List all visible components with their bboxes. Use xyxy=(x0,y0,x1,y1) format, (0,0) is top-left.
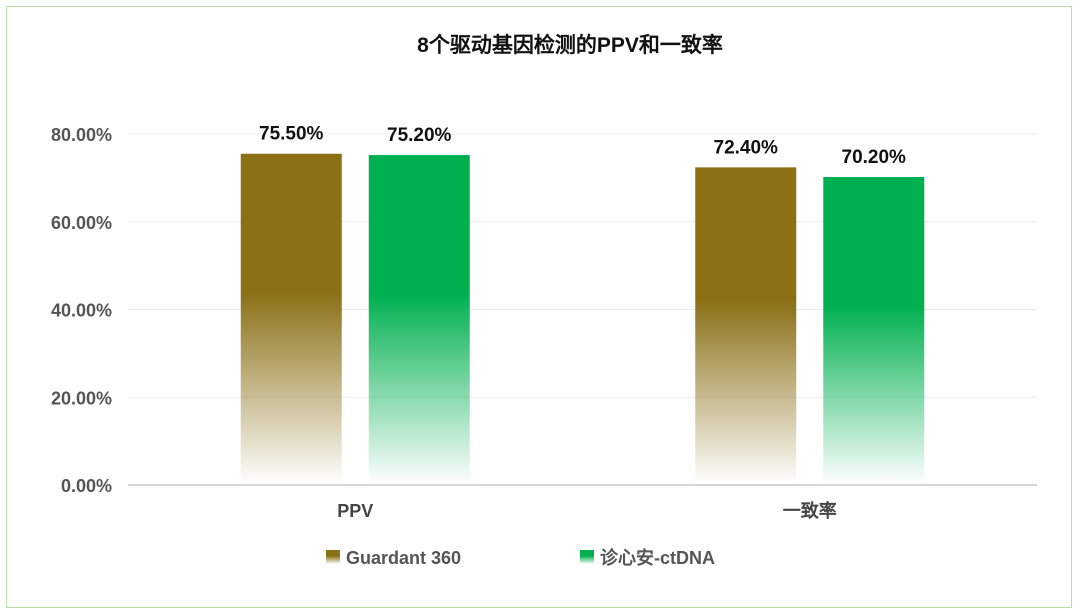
y-tick-label: 20.00% xyxy=(51,388,112,408)
y-axis-ticks: 0.00% 20.00% 40.00% 60.00% 80.00% xyxy=(51,125,112,496)
data-label: 75.20% xyxy=(387,125,452,146)
bar-guardant-360-1 xyxy=(695,167,797,485)
data-label: 70.20% xyxy=(842,147,907,168)
y-tick-label: 40.00% xyxy=(51,301,112,321)
legend-swatch xyxy=(580,550,594,564)
legend-entry: 诊心安-ctDNA xyxy=(600,547,715,568)
chart-title: 8个驱动基因检测的PPV和一致率 xyxy=(417,33,723,57)
x-category-label: 一致率 xyxy=(783,500,837,521)
y-tick-label: 0.00% xyxy=(61,476,112,496)
data-label: 72.40% xyxy=(714,137,779,158)
x-axis-categories: PPV 一致率 xyxy=(337,500,837,521)
bar-zhenxinan-ctdna-1 xyxy=(823,176,925,485)
bar-zhenxinan-ctdna-0 xyxy=(368,155,470,485)
x-category-label: PPV xyxy=(337,501,373,521)
legend-swatch xyxy=(326,550,340,564)
data-label: 75.50% xyxy=(259,124,324,145)
chart-frame xyxy=(6,6,1072,608)
legend-entry: Guardant 360 xyxy=(346,548,461,568)
y-tick-label: 80.00% xyxy=(51,125,112,145)
data-labels: 75.50% 75.20% 72.40% 70.20% xyxy=(259,124,906,168)
legend: Guardant 360 诊心安-ctDNA xyxy=(326,547,715,568)
bars xyxy=(240,153,925,485)
y-tick-label: 60.00% xyxy=(51,213,112,233)
bar-guardant-360-0 xyxy=(240,153,342,485)
